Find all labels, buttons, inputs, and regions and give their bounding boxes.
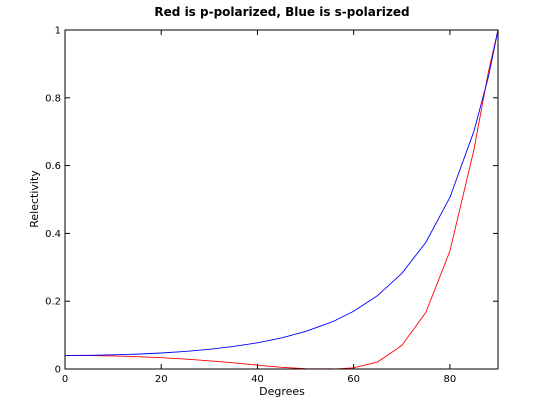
x-tick-label: 0 <box>62 374 68 385</box>
y-tick-label: 0.2 <box>45 297 61 308</box>
x-tick-label: 20 <box>155 374 168 385</box>
series-layer <box>64 29 499 370</box>
ticks-layer: 0 20 40 60 80 0 0.2 0.4 0.6 0.8 1 <box>45 26 498 385</box>
y-axis-label: Relectivity <box>28 170 41 228</box>
x-tick-label: 40 <box>251 374 264 385</box>
x-tick-label: 60 <box>347 374 360 385</box>
plot-frame <box>64 29 499 370</box>
y-tick-label: 0 <box>55 365 61 376</box>
x-axis-label: Degrees <box>259 385 305 398</box>
chart-title: Red is p-polarized, Blue is s-polarized <box>154 5 409 19</box>
y-tick-label: 1 <box>55 26 61 37</box>
y-tick-label: 0.4 <box>45 229 61 240</box>
y-tick-label: 0.8 <box>45 93 61 104</box>
series-line-1 <box>64 29 499 356</box>
series-line-0 <box>64 29 499 370</box>
y-tick-label: 0.6 <box>45 161 61 172</box>
x-tick-label: 80 <box>444 374 457 385</box>
